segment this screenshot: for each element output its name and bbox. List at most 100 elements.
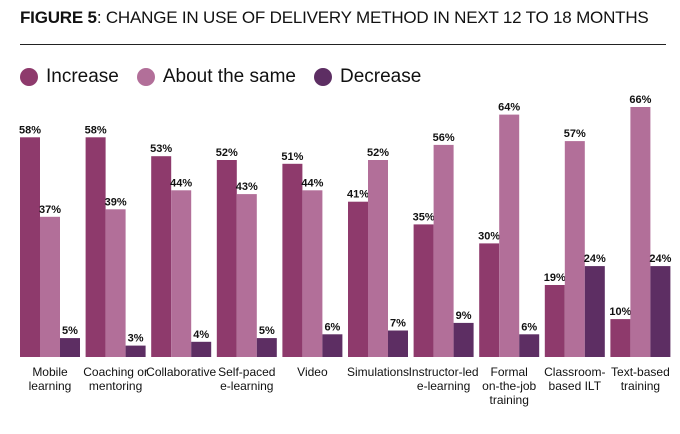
- bar-self-paced-e-learning-increase: [216, 160, 237, 357]
- bar-formal-on-the-job-training-decrease: [519, 334, 540, 357]
- category-label-simulations: Simulations: [347, 365, 409, 379]
- chart-title: FIGURE 5: CHANGE IN USE OF DELIVERY METH…: [20, 8, 649, 28]
- bar-collaborative-about-the-same: [171, 190, 192, 357]
- data-label-mobile-learning-decrease: 5%: [62, 325, 78, 337]
- data-label-instructor-led-e-learning-decrease: 9%: [456, 310, 472, 322]
- data-label-classroom-based-ilt-decrease: 24%: [584, 253, 606, 265]
- data-label-classroom-based-ilt-about-the-same: 57%: [564, 128, 586, 140]
- category-label-instructor-led-e-learning: e-learning: [417, 379, 470, 393]
- bar-formal-on-the-job-training-increase: [479, 243, 500, 357]
- bar-coaching-or-mentoring-increase: [85, 137, 106, 357]
- legend-item-increase: Increase: [20, 66, 119, 88]
- category-label-self-paced-e-learning: e-learning: [220, 379, 273, 393]
- data-label-formal-on-the-job-training-increase: 30%: [478, 230, 500, 242]
- category-label-coaching-or-mentoring: Coaching or: [83, 365, 148, 379]
- bar-mobile-learning-about-the-same: [40, 216, 60, 357]
- bar-instructor-led-e-learning-increase: [413, 224, 434, 357]
- bar-formal-on-the-job-training-about-the-same: [499, 114, 520, 357]
- bar-group-collaborative: 53% 44% 4% Collaborative: [146, 143, 216, 379]
- data-label-classroom-based-ilt-increase: 19%: [544, 272, 566, 284]
- data-label-simulations-about-the-same: 52%: [367, 147, 389, 159]
- bar-classroom-based-ilt-decrease: [584, 266, 605, 357]
- bar-video-decrease: [322, 334, 343, 357]
- figure-number: FIGURE 5: [20, 8, 97, 27]
- data-label-text-based-training-about-the-same: 66%: [629, 94, 651, 106]
- bar-classroom-based-ilt-increase: [544, 285, 565, 357]
- bar-mobile-learning-decrease: [60, 338, 80, 357]
- data-label-coaching-or-mentoring-decrease: 3%: [128, 333, 144, 345]
- bar-instructor-led-e-learning-decrease: [453, 322, 474, 357]
- legend-label-about-the-same: About the same: [162, 66, 296, 87]
- legend: Increase About the same Decrease: [20, 64, 439, 90]
- bar-text-based-training-decrease: [650, 266, 671, 357]
- bar-classroom-based-ilt-about-the-same: [564, 141, 585, 357]
- bar-self-paced-e-learning-about-the-same: [236, 194, 257, 357]
- category-label-coaching-or-mentoring: mentoring: [89, 379, 142, 393]
- bar-coaching-or-mentoring-about-the-same: [105, 209, 126, 357]
- title-divider: [20, 44, 666, 45]
- category-label-formal-on-the-job-training: on-the-job: [482, 379, 536, 393]
- data-label-text-based-training-decrease: 24%: [649, 253, 671, 265]
- legend-swatch-increase: [20, 68, 38, 86]
- data-label-formal-on-the-job-training-decrease: 6%: [521, 321, 537, 333]
- bar-mobile-learning-increase: [20, 137, 40, 357]
- data-label-collaborative-increase: 53%: [150, 143, 172, 155]
- bar-text-based-training-increase: [610, 319, 631, 357]
- data-label-collaborative-about-the-same: 44%: [170, 177, 192, 189]
- category-label-collaborative: Collaborative: [146, 365, 216, 379]
- bar-collaborative-increase: [151, 156, 172, 357]
- legend-item-about-the-same: About the same: [136, 66, 296, 88]
- category-label-text-based-training: training: [621, 379, 660, 393]
- data-label-video-decrease: 6%: [324, 321, 340, 333]
- bar-simulations-decrease: [388, 330, 408, 357]
- legend-swatch-about-the-same: [136, 68, 155, 86]
- bar-text-based-training-about-the-same: [630, 107, 651, 357]
- category-label-self-paced-e-learning: Self-paced: [218, 365, 275, 379]
- bar-video-increase: [282, 163, 303, 357]
- bar-simulations-about-the-same: [368, 160, 388, 357]
- data-label-video-increase: 51%: [281, 151, 303, 163]
- data-label-self-paced-e-learning-decrease: 5%: [259, 325, 275, 337]
- data-label-instructor-led-e-learning-increase: 35%: [413, 211, 435, 223]
- bar-collaborative-decrease: [191, 341, 212, 357]
- data-label-formal-on-the-job-training-about-the-same: 64%: [498, 102, 520, 114]
- bar-group-simulations: 41% 52% 7% Simulations: [347, 147, 409, 379]
- data-label-coaching-or-mentoring-increase: 58%: [85, 124, 107, 136]
- category-label-mobile-learning: learning: [29, 379, 72, 393]
- legend-label-decrease: Decrease: [339, 66, 422, 87]
- data-label-coaching-or-mentoring-about-the-same: 39%: [105, 196, 127, 208]
- category-label-formal-on-the-job-training: Formal: [491, 365, 528, 379]
- data-label-simulations-increase: 41%: [347, 189, 369, 201]
- category-label-mobile-learning: Mobile: [32, 365, 68, 379]
- data-label-collaborative-decrease: 4%: [193, 329, 209, 341]
- category-label-video: Video: [297, 365, 328, 379]
- category-label-instructor-led-e-learning: Instructor-led: [409, 365, 479, 379]
- data-label-simulations-decrease: 7%: [390, 318, 406, 330]
- category-label-formal-on-the-job-training: training: [490, 393, 529, 407]
- bar-video-about-the-same: [302, 190, 323, 357]
- data-label-text-based-training-increase: 10%: [609, 306, 631, 318]
- category-label-classroom-based-ilt: based ILT: [549, 379, 602, 393]
- bar-group-video: 51% 44% 6% Video: [281, 151, 343, 379]
- data-label-mobile-learning-increase: 58%: [19, 124, 41, 136]
- data-label-self-paced-e-learning-increase: 52%: [216, 147, 238, 159]
- data-label-video-about-the-same: 44%: [301, 177, 323, 189]
- bar-self-paced-e-learning-decrease: [256, 338, 277, 357]
- bar-instructor-led-e-learning-about-the-same: [433, 144, 454, 357]
- legend-label-increase: Increase: [46, 66, 119, 87]
- figure-title-text: : CHANGE IN USE OF DELIVERY METHOD IN NE…: [96, 8, 649, 27]
- bar-group-classroom-based-ilt: 19% 57% 24% Classroom-based ILT: [544, 128, 606, 393]
- bar-simulations-increase: [348, 201, 368, 357]
- bar-coaching-or-mentoring-decrease: [125, 345, 146, 357]
- category-label-classroom-based-ilt: Classroom-: [544, 365, 605, 379]
- data-label-mobile-learning-about-the-same: 37%: [39, 204, 61, 216]
- data-label-self-paced-e-learning-about-the-same: 43%: [236, 181, 258, 193]
- data-label-instructor-led-e-learning-about-the-same: 56%: [433, 132, 455, 144]
